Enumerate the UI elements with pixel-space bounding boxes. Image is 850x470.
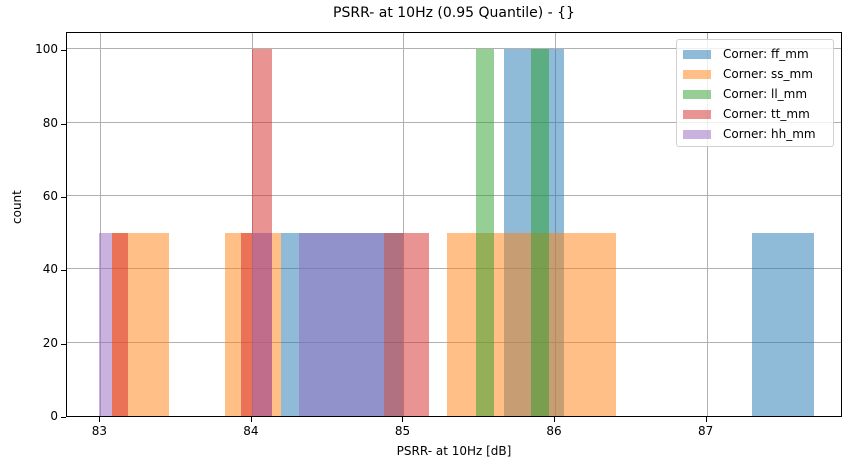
- legend-item: Corner: ff_mm: [683, 44, 827, 64]
- legend-swatch-icon: [683, 49, 711, 59]
- grid-line-horizontal: [67, 121, 841, 123]
- y-tick-label: 20: [42, 335, 58, 350]
- y-tick-label: 100: [35, 42, 58, 57]
- grid-line-vertical: [403, 33, 405, 416]
- y-tick-mark: [61, 417, 66, 418]
- legend-item: Corner: ll_mm: [683, 84, 827, 104]
- legend-label: Corner: ll_mm: [723, 87, 808, 101]
- histogram-bar: [251, 232, 272, 416]
- y-tick-mark: [61, 123, 66, 125]
- plot-area: [66, 32, 842, 417]
- x-tick-label: 85: [394, 424, 411, 438]
- legend-item: Corner: tt_mm: [683, 104, 827, 124]
- y-tick-label: 40: [42, 262, 58, 277]
- legend-label: Corner: ss_mm: [723, 67, 813, 81]
- grid-line-horizontal: [67, 48, 841, 50]
- y-tick-mark: [61, 343, 66, 345]
- histogram-bar: [241, 232, 252, 416]
- histogram-bar: [476, 49, 495, 416]
- x-tick-label: 86: [546, 424, 562, 438]
- y-tick-mark: [61, 270, 66, 272]
- y-axis-label: count: [10, 190, 24, 224]
- y-tick-label: 0: [50, 409, 58, 423]
- chart-title: PSRR- at 10Hz (0.95 Quantile) - {}: [333, 5, 575, 21]
- grid-line-vertical: [706, 33, 708, 416]
- legend-swatch-icon: [683, 129, 711, 139]
- y-tick-mark: [61, 50, 66, 52]
- x-axis-label: PSRR- at 10Hz [dB]: [396, 444, 512, 458]
- x-tick-label: 84: [243, 424, 259, 438]
- legend-item: Corner: ss_mm: [683, 64, 827, 84]
- histogram-bar: [298, 232, 384, 416]
- histogram-bar: [530, 49, 549, 416]
- legend-label: Corner: hh_mm: [723, 127, 816, 141]
- grid-line-horizontal: [67, 195, 841, 196]
- legend-swatch-icon: [683, 109, 711, 119]
- histogram-bar: [383, 232, 430, 416]
- grid-line-vertical: [100, 33, 102, 416]
- x-tick-mark: [554, 417, 556, 422]
- y-tick-label: 60: [42, 189, 58, 203]
- y-tick-mark: [61, 197, 66, 198]
- histogram-bar: [752, 232, 815, 416]
- histogram-bar: [98, 232, 113, 416]
- legend-label: Corner: ff_mm: [723, 47, 809, 61]
- legend-swatch-icon: [683, 69, 711, 79]
- y-tick-label: 80: [42, 115, 58, 130]
- x-tick-label: 87: [697, 424, 714, 438]
- x-tick-label: 83: [91, 424, 107, 438]
- x-tick-mark: [250, 417, 252, 422]
- x-tick-mark: [402, 417, 404, 422]
- x-tick-mark: [705, 417, 707, 422]
- x-tick-mark: [99, 417, 101, 422]
- histogram-bar: [112, 232, 128, 416]
- legend-swatch-icon: [683, 89, 711, 99]
- legend-label: Corner: tt_mm: [723, 107, 810, 121]
- legend-item: Corner: hh_mm: [683, 124, 827, 144]
- legend: Corner: ff_mm Corner: ss_mm Corner: ll_mm C…: [676, 39, 834, 147]
